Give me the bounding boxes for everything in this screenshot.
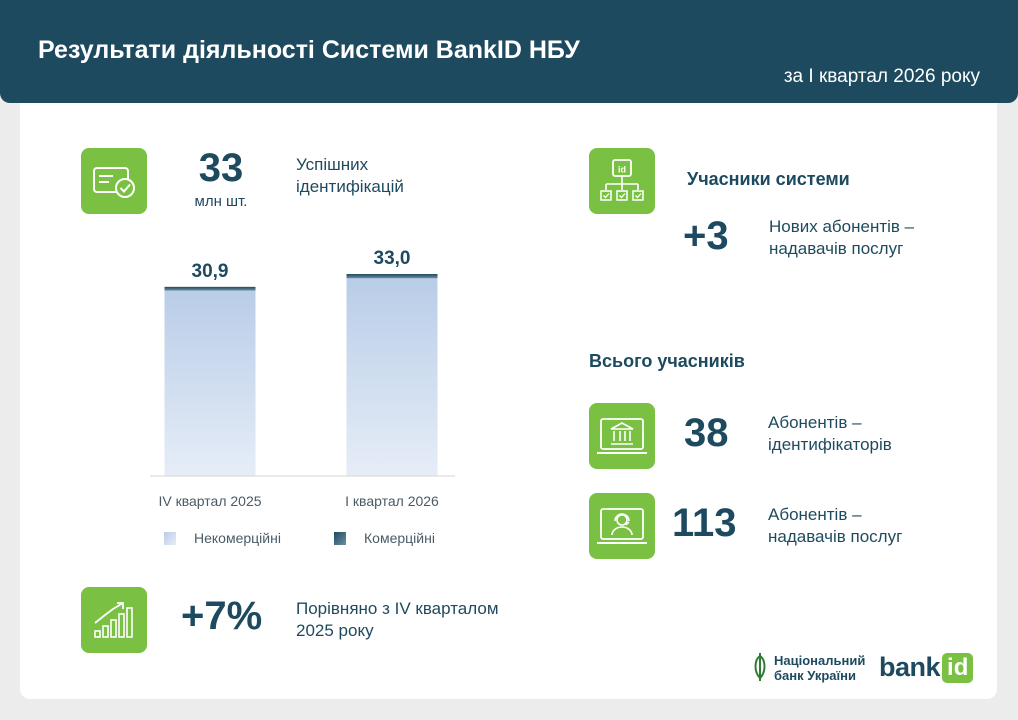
participants-new-label-2: надавачів послуг bbox=[769, 239, 904, 258]
category-label-1: І квартал 2026 bbox=[345, 493, 439, 509]
nbu-emblem-icon bbox=[754, 653, 766, 681]
total-heading: Всього учасників bbox=[589, 351, 745, 371]
nbu-name-line1: Національний bbox=[774, 653, 866, 668]
page-title: Результати діяльності Системи BankID НБУ bbox=[38, 36, 580, 64]
total-ident-value: 38 bbox=[684, 411, 729, 455]
total-prov-label-1: Абонентів – bbox=[768, 505, 862, 524]
participants-heading: Учасники системи bbox=[687, 169, 850, 189]
growth-bars-icon bbox=[81, 587, 147, 653]
bar-commercial-1 bbox=[346, 274, 438, 279]
bar-noncommercial-0 bbox=[164, 290, 256, 476]
comparison-label-2: 2025 року bbox=[296, 621, 374, 640]
legend-label-commercial: Комерційні bbox=[364, 530, 435, 546]
total-prov-value: 113 bbox=[672, 501, 737, 545]
identifications-label-1: Успішних bbox=[296, 155, 369, 174]
legend-swatch-commercial bbox=[334, 532, 346, 545]
total-ident-label-1: Абонентів – bbox=[768, 413, 862, 432]
identifications-unit: млн шт. bbox=[194, 193, 248, 210]
support-agent-monitor-icon bbox=[589, 493, 655, 559]
category-label-0: IV квартал 2025 bbox=[158, 493, 261, 509]
page-subtitle: за І квартал 2026 року bbox=[783, 66, 980, 87]
bar-commercial-0 bbox=[164, 286, 256, 291]
bankid-logo-badge: id bbox=[942, 652, 974, 683]
bar-total-label-1: 33,0 bbox=[374, 248, 411, 269]
comparison-value: +7% bbox=[181, 594, 263, 638]
id-card-check-icon bbox=[81, 148, 147, 214]
identifications-value: 33 bbox=[198, 146, 244, 190]
nbu-logo bbox=[751, 652, 769, 687]
identifications-chart: 30,9 IV квартал 2025 33,0 І квартал 2026 Не… bbox=[150, 245, 455, 555]
total-prov-label-2: надавачів послуг bbox=[768, 527, 903, 546]
identifications-label-2: ідентифікацій bbox=[296, 177, 404, 196]
legend-swatch-noncommercial bbox=[164, 532, 176, 545]
header-banner: Результати діяльності Системи BankID НБУ… bbox=[0, 0, 1018, 103]
nbu-name-line2: банк України bbox=[774, 668, 856, 683]
svg-text:id: id bbox=[618, 165, 626, 175]
bank-monitor-icon bbox=[589, 403, 655, 469]
total-ident-label-2: ідентифікаторів bbox=[768, 435, 892, 454]
bankid-logo: bank id bbox=[879, 652, 974, 684]
legend-label-noncommercial: Некомерційні bbox=[194, 530, 281, 546]
participants-new-label-1: Нових абонентів – bbox=[769, 217, 915, 236]
bar-noncommercial-1 bbox=[346, 278, 438, 476]
participants-new-value: +3 bbox=[683, 214, 729, 258]
bar-total-label-0: 30,9 bbox=[192, 261, 229, 282]
comparison-label-1: Порівняно з IV кварталом bbox=[296, 599, 499, 618]
id-network-icon: id bbox=[589, 148, 655, 214]
bankid-logo-text: bank bbox=[879, 652, 941, 682]
